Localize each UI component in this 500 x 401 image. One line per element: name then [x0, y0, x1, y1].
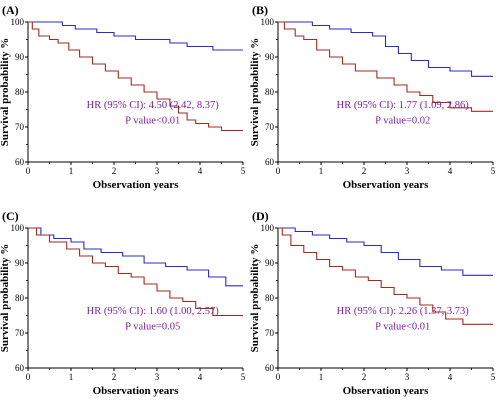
series-line-red [28, 227, 243, 317]
y-axis-title: Survival probability % [0, 244, 11, 353]
panel-label: (D) [252, 209, 269, 223]
x-tick-label: 2 [362, 166, 367, 176]
y-tick-label: 70 [15, 122, 25, 132]
p-value-annotation: P value=0.02 [375, 116, 430, 127]
x-tick-label: 1 [69, 166, 74, 176]
y-tick-label: 60 [15, 363, 25, 373]
y-tick-label: 90 [265, 52, 275, 62]
y-tick-label: 70 [15, 328, 25, 338]
series-line-blue [28, 21, 243, 51]
y-axis-title: Survival probability % [249, 38, 261, 147]
chart-panel-4: (D) 60 70 80 90 100 0 1 2 3 4 5 Observation years Sur… [249, 209, 496, 397]
series-line-blue [28, 227, 243, 287]
x-tick-label: 3 [405, 166, 410, 176]
x-tick-label: 1 [319, 166, 324, 176]
chart-panel-2: (B) 60 70 80 90 100 0 1 2 3 4 5 Observation years Sur… [249, 3, 496, 191]
y-tick-label: 80 [265, 293, 275, 303]
series-line-blue [278, 21, 493, 77]
x-tick-label: 4 [448, 166, 453, 176]
y-tick-label: 60 [265, 157, 275, 167]
x-axis-title: Observation years [343, 179, 430, 191]
x-tick-label: 0 [276, 372, 281, 382]
x-tick-label: 5 [491, 372, 496, 382]
x-tick-label: 5 [491, 166, 496, 176]
panel-label: (C) [2, 209, 19, 223]
x-tick-label: 2 [112, 372, 117, 382]
y-axis-title: Survival probability % [249, 244, 261, 353]
hr-annotation: HR (95% CI): 1.77 (1.09, 2.86) [337, 100, 470, 111]
x-axis-title: Observation years [93, 385, 180, 397]
x-tick-label: 5 [241, 166, 246, 176]
p-value-annotation: P value<0.01 [375, 322, 430, 333]
p-value-annotation: P value<0.01 [125, 116, 180, 127]
panel-label: (B) [252, 3, 268, 17]
hr-annotation: HR (95% CI): 2.26 (1.37, 3.73) [337, 306, 470, 317]
y-tick-label: 90 [265, 258, 275, 268]
series-line-red [28, 21, 243, 132]
x-tick-label: 4 [198, 166, 203, 176]
y-tick-label: 60 [15, 157, 25, 167]
chart-panel-1: (A) 60 70 80 90 100 0 1 2 3 4 5 Observation years Sur… [0, 3, 246, 191]
series-line-red [278, 227, 493, 325]
x-tick-label: 3 [155, 166, 160, 176]
y-tick-label: 100 [11, 223, 25, 233]
hr-annotation: HR (95% CI): 4.50 (2.42, 8.37) [87, 100, 220, 111]
x-tick-label: 0 [276, 166, 281, 176]
x-tick-label: 2 [362, 372, 367, 382]
x-tick-label: 1 [319, 372, 324, 382]
y-tick-label: 100 [261, 17, 275, 27]
series-line-red [278, 21, 493, 112]
x-tick-label: 0 [26, 166, 31, 176]
hr-annotation: HR (95% CI): 1.60 (1.00, 2.57) [87, 306, 220, 317]
y-tick-label: 70 [265, 122, 275, 132]
x-tick-label: 4 [198, 372, 203, 382]
x-tick-label: 2 [112, 166, 117, 176]
y-tick-label: 100 [11, 17, 25, 27]
y-tick-label: 60 [265, 363, 275, 373]
panel-label: (A) [2, 3, 19, 17]
y-tick-label: 90 [15, 258, 25, 268]
y-tick-label: 70 [265, 328, 275, 338]
y-tick-label: 80 [15, 87, 25, 97]
y-axis-title: Survival probability % [0, 38, 11, 147]
p-value-annotation: P value=0.05 [125, 322, 180, 333]
x-tick-label: 3 [155, 372, 160, 382]
x-tick-label: 1 [69, 372, 74, 382]
y-tick-label: 80 [265, 87, 275, 97]
x-tick-label: 5 [241, 372, 246, 382]
x-axis-title: Observation years [93, 179, 180, 191]
series-line-blue [278, 227, 493, 276]
x-axis-title: Observation years [343, 385, 430, 397]
chart-panel-3: (C) 60 70 80 90 100 0 1 2 3 4 5 Observation years Sur… [0, 209, 246, 397]
x-tick-label: 3 [405, 372, 410, 382]
x-tick-label: 4 [448, 372, 453, 382]
y-tick-label: 80 [15, 293, 25, 303]
y-tick-label: 90 [15, 52, 25, 62]
x-tick-label: 0 [26, 372, 31, 382]
y-tick-label: 100 [261, 223, 275, 233]
